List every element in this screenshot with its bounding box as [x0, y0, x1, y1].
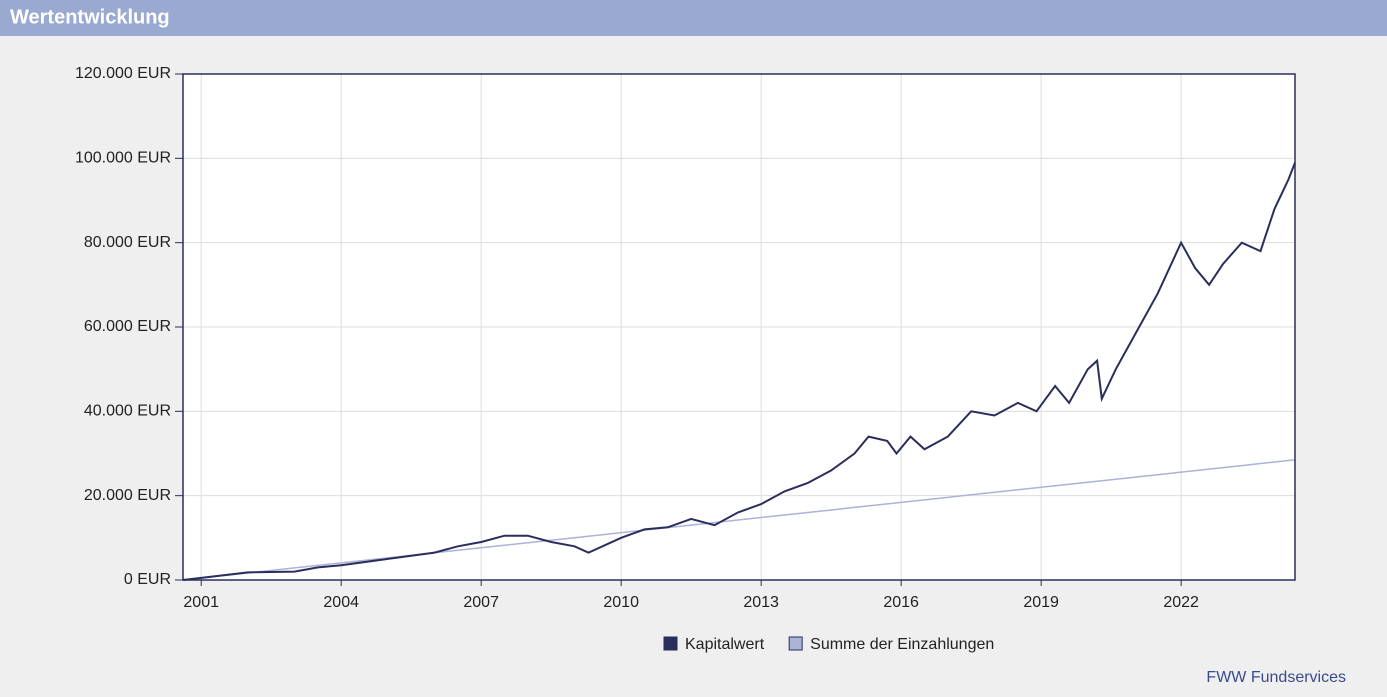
- plot-border: [182, 73, 1296, 581]
- x-tick-label: 2019: [1023, 594, 1059, 611]
- x-tick-label: 2022: [1163, 594, 1199, 611]
- source: FWW Fundservices: [1206, 669, 1346, 686]
- x-tick-label: 2013: [743, 594, 779, 611]
- x-tick-label: 2007: [463, 594, 499, 611]
- x-tick-label: 2004: [323, 594, 359, 611]
- x-tick-label: 2010: [603, 594, 639, 611]
- series-line: [182, 162, 1296, 581]
- x-tick-label: 2001: [183, 594, 219, 611]
- y-tick-label: 0 EUR: [124, 571, 171, 588]
- legend-label: Kapitalwert: [685, 636, 765, 653]
- y-tick-label: 100.000 EUR: [75, 150, 171, 167]
- y-tick-label: 40.000 EUR: [84, 403, 171, 420]
- chart-title: Wertentwicklung: [10, 6, 170, 28]
- series-line: [182, 459, 1296, 581]
- y-tick-label: 20.000 EUR: [84, 487, 171, 504]
- y-tick-label: 60.000 EUR: [84, 318, 171, 335]
- lines: [182, 162, 1296, 581]
- legend-marker: [788, 636, 803, 651]
- legend-marker: [663, 636, 678, 651]
- x-tick-label: 2016: [883, 594, 919, 611]
- header: [0, 0, 1387, 36]
- y-tick-label: 120.000 EUR: [75, 65, 171, 82]
- y-tick-label: 80.000 EUR: [84, 234, 171, 251]
- legend-label: Summe der Einzahlungen: [810, 636, 994, 653]
